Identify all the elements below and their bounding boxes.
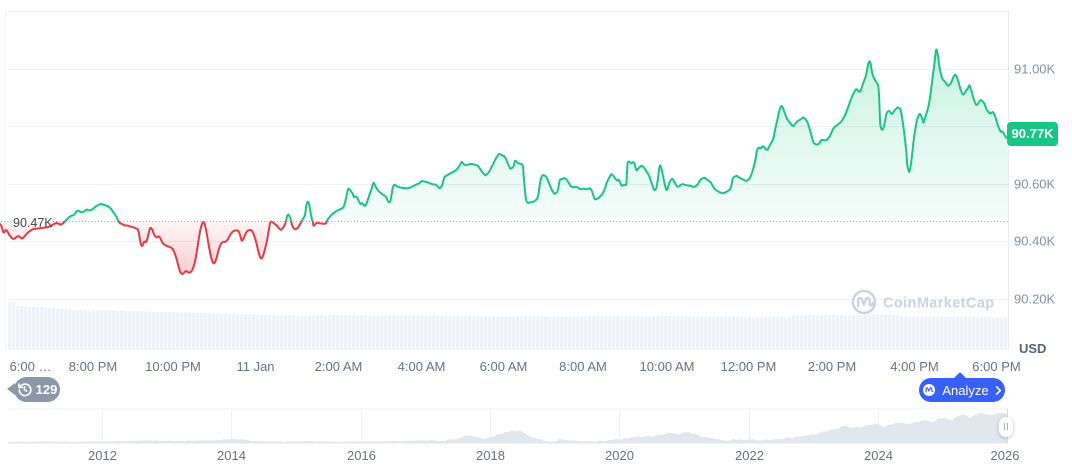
svg-text:CoinMarketCap: CoinMarketCap: [883, 296, 995, 312]
